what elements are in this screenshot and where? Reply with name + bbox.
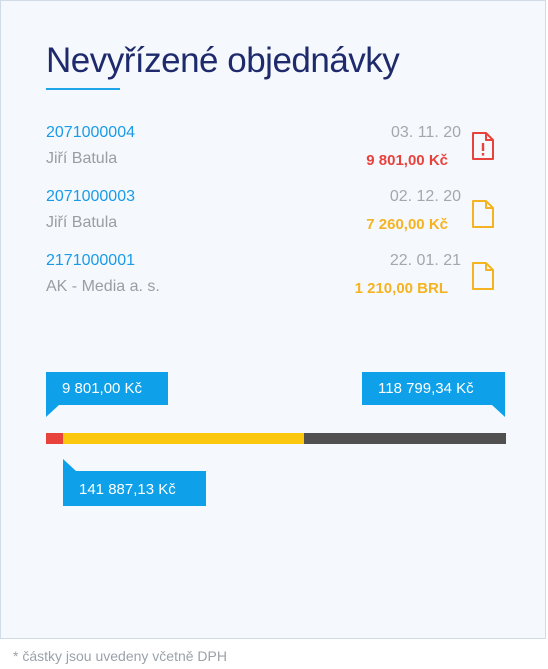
order-customer: AK - Media a. s.	[46, 278, 160, 295]
order-amount: 1 210,00 BRL	[354, 280, 448, 297]
order-item: 2171000001 AK - Media a. s. 22. 01. 21 1…	[46, 252, 516, 312]
order-date: 22. 01. 21	[389, 252, 461, 269]
order-customer: Jiří Batula	[46, 214, 118, 231]
callout-pointer	[63, 459, 76, 471]
pending-total-callout: 141 887,13 Kč	[63, 471, 206, 506]
callout-pointer	[46, 405, 59, 417]
order-item: 2071000004 Jiří Batula 03. 11. 20 9 801,…	[46, 124, 516, 184]
document-icon[interactable]	[471, 262, 495, 290]
order-number-link[interactable]: 2071000004	[46, 124, 135, 141]
bar-overdue-segment	[46, 433, 63, 444]
alert-document-icon[interactable]	[471, 132, 495, 160]
bar-pending-segment	[63, 433, 304, 444]
pending-total-value: 141 887,13 Kč	[79, 481, 176, 498]
document-icon[interactable]	[471, 200, 495, 228]
order-date: 02. 12. 20	[389, 188, 461, 205]
order-date: 03. 11. 20	[391, 124, 461, 141]
bar-remaining-segment	[304, 433, 506, 444]
grand-total-value: 118 799,34 Kč	[378, 380, 474, 397]
callout-pointer	[492, 405, 505, 417]
overdue-total-callout: 9 801,00 Kč	[46, 372, 168, 405]
grand-total-callout: 118 799,34 Kč	[362, 372, 505, 405]
pending-orders-widget: Nevyřízené objednávky 2071000004 Jiří Ba…	[0, 0, 546, 639]
order-number-link[interactable]: 2171000001	[46, 252, 135, 269]
overdue-total-value: 9 801,00 Kč	[62, 380, 143, 397]
order-customer: Jiří Batula	[46, 150, 118, 167]
title-underline	[46, 88, 120, 90]
order-number-link[interactable]: 2071000003	[46, 188, 135, 205]
order-amount: 9 801,00 Kč	[366, 152, 448, 169]
order-item: 2071000003 Jiří Batula 02. 12. 20 7 260,…	[46, 188, 516, 248]
widget-title: Nevyřízené objednávky	[46, 41, 400, 80]
vat-footnote: * částky jsou uvedeny včetně DPH	[13, 648, 227, 664]
order-amount: 7 260,00 Kč	[366, 216, 448, 233]
